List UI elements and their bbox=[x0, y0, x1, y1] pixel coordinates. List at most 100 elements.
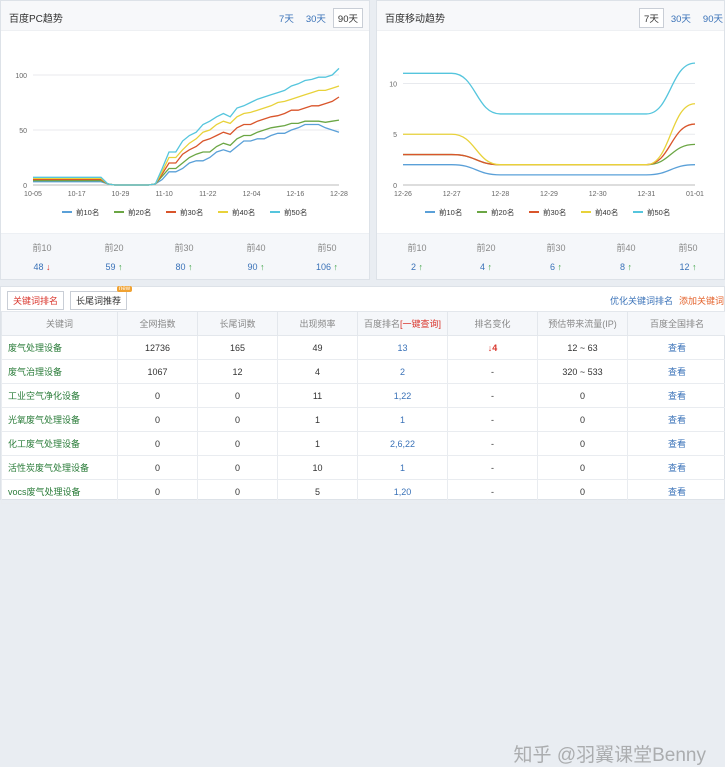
one-click-query-link[interactable]: [一键查询] bbox=[400, 319, 441, 329]
keyword-cell[interactable]: 废气治理设备 bbox=[2, 360, 118, 384]
traffic-cell: 0 bbox=[538, 456, 628, 480]
traffic-cell: 320 ~ 533 bbox=[538, 360, 628, 384]
stat-value[interactable]: 59 ↑ bbox=[79, 262, 149, 272]
optimize-keyword-link[interactable]: 优化关键词排名 bbox=[610, 296, 673, 306]
rank-cell[interactable]: 13 bbox=[358, 336, 448, 360]
table-links: 优化关键词排名添加关键词 bbox=[610, 294, 724, 307]
legend-label: 前20名 bbox=[491, 207, 514, 217]
legend-label: 前50名 bbox=[647, 207, 670, 217]
view-link[interactable]: 查看 bbox=[628, 408, 725, 432]
index-cell: 0 bbox=[118, 408, 198, 432]
longtail-cell: 12 bbox=[198, 360, 278, 384]
legend-label: 前40名 bbox=[232, 207, 255, 217]
y-tick-label: 100 bbox=[15, 73, 27, 80]
tab-label: 长尾词推荐 bbox=[76, 296, 121, 306]
view-link[interactable]: 查看 bbox=[628, 384, 725, 408]
tab-keyword-ranking[interactable]: 关键词排名 bbox=[7, 291, 64, 310]
x-tick-label: 12-26 bbox=[394, 191, 412, 198]
col-baidu-rank-label: 百度排名 bbox=[364, 319, 400, 329]
rank-change-cell: - bbox=[448, 408, 538, 432]
x-tick-label: 12-30 bbox=[589, 191, 607, 198]
series-line bbox=[33, 68, 339, 185]
longtail-cell: 0 bbox=[198, 384, 278, 408]
pc-panel-header: 百度PC趋势 7天 30天 90天 bbox=[1, 1, 369, 31]
keyword-cell[interactable]: 活性炭废气处理设备 bbox=[2, 456, 118, 480]
series-line bbox=[403, 63, 695, 114]
pc-tab-7d[interactable]: 7天 bbox=[274, 8, 299, 28]
mobile-tab-30d[interactable]: 30天 bbox=[666, 8, 696, 28]
mobile-tab-7d[interactable]: 7天 bbox=[639, 8, 664, 28]
stat-label: 前50 bbox=[292, 241, 362, 254]
stat-value[interactable]: 48 ↓ bbox=[7, 262, 77, 272]
view-link[interactable]: 查看 bbox=[628, 432, 725, 456]
frequency-cell: 11 bbox=[278, 384, 358, 408]
keyword-cell[interactable]: 工业空气净化设备 bbox=[2, 384, 118, 408]
add-keyword-link[interactable]: 添加关键词 bbox=[679, 296, 724, 306]
stat-value[interactable]: 90 ↑ bbox=[221, 262, 291, 272]
stat-label: 前10 bbox=[382, 241, 452, 254]
stat-value[interactable]: 80 ↑ bbox=[149, 262, 219, 272]
stat-value[interactable]: 6 ↑ bbox=[521, 262, 591, 272]
view-link[interactable]: 查看 bbox=[628, 456, 725, 480]
rank-cell[interactable]: 1 bbox=[358, 456, 448, 480]
index-cell: 0 bbox=[118, 384, 198, 408]
arrow-up-icon: ↑ bbox=[118, 262, 123, 272]
legend-label: 前10名 bbox=[439, 207, 462, 217]
y-tick-label: 0 bbox=[393, 183, 397, 190]
keyword-cell[interactable]: 光氧废气处理设备 bbox=[2, 408, 118, 432]
view-link[interactable]: 查看 bbox=[628, 360, 725, 384]
index-cell: 1067 bbox=[118, 360, 198, 384]
index-cell: 0 bbox=[118, 432, 198, 456]
watermark: 知乎 @羽翼课堂Benny bbox=[514, 740, 706, 767]
stat-value[interactable]: 12 ↑ bbox=[653, 262, 723, 272]
view-link[interactable]: 查看 bbox=[628, 336, 725, 360]
stat-number: 90 bbox=[247, 262, 257, 272]
new-badge: new bbox=[117, 286, 132, 292]
y-tick-label: 5 bbox=[393, 132, 397, 139]
arrow-up-icon: ↑ bbox=[488, 262, 493, 272]
stat-value[interactable]: 4 ↑ bbox=[451, 262, 521, 272]
stat-value[interactable]: 2 ↑ bbox=[382, 262, 452, 272]
rank-cell[interactable]: 1,22 bbox=[358, 384, 448, 408]
x-tick-label: 12-16 bbox=[286, 191, 304, 198]
rank-change-cell: ↓4 bbox=[448, 336, 538, 360]
rank-cell[interactable]: 2,6,22 bbox=[358, 432, 448, 456]
keyword-cell[interactable]: 废气处理设备 bbox=[2, 336, 118, 360]
rank-cell[interactable]: 1 bbox=[358, 408, 448, 432]
x-tick-label: 01-01 bbox=[686, 191, 704, 198]
stat-value[interactable]: 8 ↑ bbox=[591, 262, 661, 272]
stat-label: 前40 bbox=[221, 241, 291, 254]
stat-number: 12 bbox=[679, 262, 689, 272]
stat-value[interactable]: 106 ↑ bbox=[292, 262, 362, 272]
pc-panel-title: 百度PC趋势 bbox=[9, 10, 63, 25]
stat-number: 106 bbox=[316, 262, 331, 272]
x-tick-label: 12-28 bbox=[330, 191, 348, 198]
rank-cell[interactable]: 2 bbox=[358, 360, 448, 384]
mobile-panel-title: 百度移动趋势 bbox=[385, 10, 445, 25]
y-tick-label: 50 bbox=[19, 128, 27, 135]
stat-label: 前50 bbox=[653, 241, 723, 254]
stat-number: 4 bbox=[480, 262, 485, 272]
keyword-cell[interactable]: 化工废气处理设备 bbox=[2, 432, 118, 456]
table-header-row: 关键词 全网指数 长尾词数 出现频率 百度排名[一键查询] 排名变化 预估带来流… bbox=[2, 312, 725, 336]
pc-tab-90d[interactable]: 90天 bbox=[333, 8, 363, 28]
x-tick-label: 12-27 bbox=[443, 191, 461, 198]
pc-tab-30d[interactable]: 30天 bbox=[301, 8, 331, 28]
traffic-cell: 0 bbox=[538, 408, 628, 432]
frequency-cell: 1 bbox=[278, 432, 358, 456]
rank-change-value: 4 bbox=[492, 343, 497, 353]
pc-stats-bar: 前10 48 ↓ 前20 59 ↑ 前30 80 ↑ 前40 90 ↑ 前50 … bbox=[1, 233, 369, 279]
arrow-up-icon: ↑ bbox=[419, 262, 424, 272]
stat-label: 前20 bbox=[79, 241, 149, 254]
mobile-tab-90d[interactable]: 90天 bbox=[698, 8, 725, 28]
x-tick-label: 12-29 bbox=[540, 191, 558, 198]
stat-number: 80 bbox=[175, 262, 185, 272]
stat-label: 前40 bbox=[591, 241, 661, 254]
